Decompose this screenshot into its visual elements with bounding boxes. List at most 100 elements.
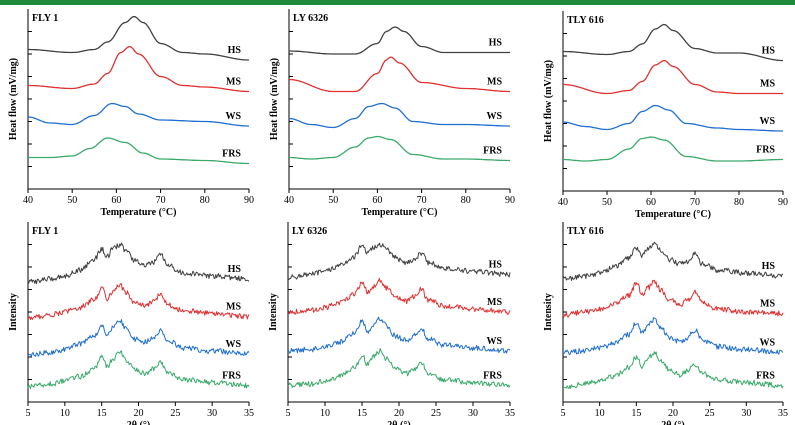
- series-label: FRS: [756, 371, 775, 382]
- series-label: HS: [489, 260, 503, 271]
- panel-title: TLY 616: [567, 226, 604, 237]
- series-label: FRS: [483, 146, 502, 157]
- x-tick-label: 25: [431, 408, 441, 419]
- series-line-ws: [562, 104, 783, 132]
- x-tick-label: 60: [646, 197, 656, 208]
- x-tick-label: 35: [505, 408, 515, 419]
- x-tick-label: 15: [357, 408, 367, 419]
- x-tick-label: 40: [558, 197, 568, 208]
- series-line-ms: [27, 283, 250, 321]
- series-line-frs: [287, 348, 511, 388]
- series-label: FRS: [222, 149, 241, 160]
- x-tick-label: 50: [602, 197, 612, 208]
- series-label: FRS: [483, 371, 502, 382]
- series-label: MS: [226, 302, 241, 313]
- x-tick-label: 40: [284, 195, 294, 206]
- series-label: WS: [486, 111, 502, 122]
- x-tick-label: 5: [26, 408, 31, 419]
- chart-panel: 5 10 15 20 25 30 35 TLY 616 2θ (°) Intensity HS MS W…: [543, 222, 788, 425]
- series-line-ms: [562, 279, 784, 318]
- chart-panel: 5 10 15 20 25 30 35 LY 6326 2θ (°) Intensity HS MS W…: [268, 222, 515, 425]
- series-label: MS: [226, 77, 241, 88]
- series-line-ms: [28, 45, 249, 93]
- x-tick-label: 50: [67, 195, 77, 206]
- series-line-ms: [287, 277, 511, 315]
- x-tick-label: 70: [690, 197, 700, 208]
- x-tick-label: 30: [741, 408, 751, 419]
- series-line-ws: [27, 102, 249, 127]
- y-axis-label: Heat flow (mV/mg): [543, 60, 554, 142]
- x-axis-label: 2θ (°): [661, 420, 684, 425]
- series-label: WS: [225, 339, 241, 350]
- chart-panel: 5 10 15 20 25 30 35 FLY 1 2θ (°) Intensity HS MS WS F…: [8, 222, 254, 425]
- x-axis-label: 2θ (°): [387, 420, 410, 425]
- series-line-hs: [563, 23, 783, 62]
- x-tick-label: 20: [134, 408, 144, 419]
- series-label: WS: [759, 338, 775, 349]
- x-tick-label: 70: [417, 195, 427, 206]
- x-tick-label: 20: [394, 408, 404, 419]
- series-label: HS: [489, 38, 503, 49]
- x-tick-label: 10: [60, 408, 70, 419]
- y-axis-label: Heat flow (mV/mg): [269, 58, 280, 140]
- series-line-frs: [289, 135, 510, 162]
- series-line-hs: [287, 242, 511, 281]
- x-tick-label: 80: [734, 197, 744, 208]
- x-axis-label: Temperature (°C): [635, 209, 711, 220]
- panel-title: LY 6326: [292, 226, 327, 237]
- series-label: MS: [487, 297, 502, 308]
- x-tick-label: 90: [244, 195, 254, 206]
- series-line-ms: [288, 56, 510, 93]
- series-label: HS: [762, 46, 776, 57]
- series-label: FRS: [756, 145, 775, 156]
- x-tick-label: 10: [595, 408, 605, 419]
- series-label: MS: [760, 79, 775, 90]
- series-line-frs: [27, 350, 250, 390]
- series-line-ws: [27, 319, 250, 357]
- panel-title: LY 6326: [293, 13, 328, 24]
- x-tick-label: 5: [561, 408, 566, 419]
- series-label: MS: [487, 77, 502, 88]
- series-line-frs: [563, 351, 784, 389]
- x-tick-label: 30: [468, 408, 478, 419]
- series-label: FRS: [222, 371, 241, 382]
- x-tick-label: 5: [286, 408, 291, 419]
- series-label: WS: [759, 116, 775, 127]
- panel-title: FLY 1: [32, 13, 58, 24]
- x-axis-label: 2θ (°): [127, 420, 150, 425]
- x-tick-label: 10: [320, 408, 330, 419]
- series-line-hs: [27, 242, 250, 285]
- series-label: WS: [225, 111, 241, 122]
- series-line-hs: [562, 241, 784, 281]
- series-label: WS: [486, 336, 502, 347]
- series-line-hs: [289, 26, 510, 55]
- series-line-ws: [288, 102, 510, 129]
- x-tick-label: 15: [631, 408, 641, 419]
- series-line-frs: [563, 136, 783, 162]
- x-tick-label: 90: [505, 195, 515, 206]
- y-axis-label: Intensity: [543, 293, 554, 331]
- x-axis-label: Temperature (°C): [362, 207, 438, 218]
- x-tick-label: 60: [372, 195, 382, 206]
- x-tick-label: 25: [705, 408, 715, 419]
- chart-panel: 40 50 60 70 80 90 TLY 616 Temperature (°C) Heat …: [543, 11, 788, 220]
- y-axis-label: Intensity: [268, 293, 279, 331]
- chart-panel: 40 50 60 70 80 90 LY 6326 Temperature (°C) Heat …: [269, 9, 515, 218]
- y-axis-label: Intensity: [8, 293, 19, 331]
- series-line-hs: [28, 15, 249, 61]
- series-line-frs: [28, 137, 249, 165]
- series-label: HS: [228, 264, 242, 275]
- series-label: MS: [760, 299, 775, 310]
- x-tick-label: 15: [97, 408, 107, 419]
- x-tick-label: 25: [170, 408, 180, 419]
- x-tick-label: 40: [23, 195, 33, 206]
- header-color-bar: [0, 0, 795, 5]
- x-tick-label: 30: [207, 408, 217, 419]
- x-axis-label: Temperature (°C): [101, 207, 177, 218]
- chart-panel: 40 50 60 70 80 90 FLY 1 Temperature (°C) Heat fl…: [8, 9, 254, 218]
- panel-title: TLY 616: [567, 15, 604, 26]
- x-tick-label: 90: [778, 197, 788, 208]
- x-tick-label: 20: [668, 408, 678, 419]
- x-tick-label: 35: [244, 408, 254, 419]
